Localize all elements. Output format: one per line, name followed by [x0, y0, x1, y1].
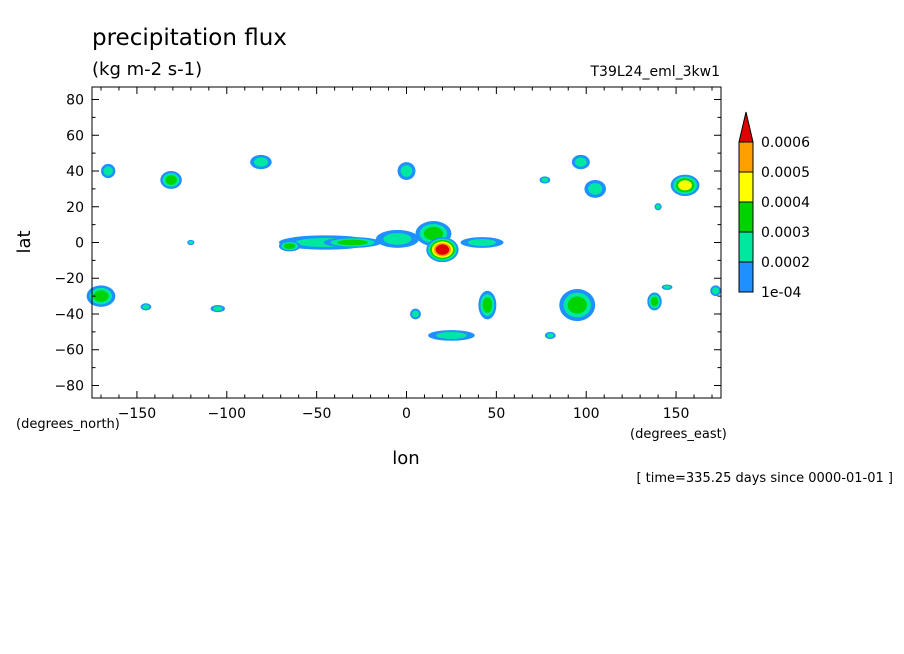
contour-level-2: [467, 239, 496, 246]
colorbar-segment: [738, 261, 754, 293]
precip-feature: [250, 154, 272, 170]
contour-level-3: [567, 296, 587, 314]
x-tick-label: 50: [487, 406, 505, 422]
contour-level-3: [650, 296, 659, 307]
precip-feature: [428, 330, 475, 341]
y-axis-units: (degrees_north): [16, 417, 120, 432]
colorbar-segment: [738, 171, 754, 203]
precip-feature: [544, 331, 556, 340]
colorbar-label: 0.0002: [761, 255, 810, 271]
precip-feature: [140, 303, 152, 311]
colorbar-label: 0.0006: [761, 135, 810, 151]
contour-level-6: [435, 244, 450, 255]
precip-feature: [410, 308, 421, 320]
precip-feature: [460, 237, 504, 248]
colorbar-segment: [738, 201, 754, 233]
precip-feature: [100, 163, 116, 179]
axis-ticks: −150 −100 −50 0 50 100 150 −80 −60 −40 −20 0 20 40 60 8…: [54, 87, 721, 422]
x-tick-label: 150: [663, 406, 690, 422]
x-tick-label: 0: [402, 406, 411, 422]
contour-level-2: [588, 183, 603, 195]
plot-area: −150 −100 −50 0 50 100 150 −80 −60 −40 −20 0 20 40 60 8…: [54, 86, 722, 422]
precip-feature: [210, 305, 225, 313]
y-tick-label: −40: [54, 307, 84, 323]
y-tick-label: 20: [66, 200, 84, 216]
colorbar-segment: [738, 141, 754, 173]
contour-level-2: [213, 306, 223, 311]
contour-level-4: [678, 180, 692, 191]
y-axis-label: lat: [14, 230, 35, 253]
contour-level-2: [411, 310, 419, 318]
precip-features: [86, 154, 721, 341]
y-tick-label: 40: [66, 164, 84, 180]
contour-level-2: [663, 285, 671, 289]
precip-feature: [559, 288, 596, 322]
colorbar-label: 1e-04: [761, 285, 801, 301]
contour-level-2: [383, 233, 412, 245]
contour-level-2: [541, 177, 549, 183]
contour-level-3: [337, 239, 368, 246]
contour-level-2: [188, 240, 194, 245]
precip-feature: [647, 292, 662, 311]
x-tick-label: −50: [302, 406, 332, 422]
x-axis-label: lon: [392, 448, 419, 469]
y-tick-label: −60: [54, 343, 84, 359]
colorbar-segment: [738, 231, 754, 263]
precip-feature: [160, 171, 182, 189]
precip-feature: [478, 290, 497, 320]
chart-title: precipitation flux: [92, 25, 287, 51]
y-tick-label: −20: [54, 271, 84, 287]
contour-level-3: [423, 226, 444, 241]
y-tick-label: 60: [66, 128, 84, 144]
y-tick-label: 0: [75, 236, 84, 252]
chart-units: (kg m-2 s-1): [92, 59, 202, 80]
contour-level-3: [165, 175, 177, 185]
contour-level-3: [93, 290, 109, 302]
colorbar-label: 0.0005: [761, 165, 810, 181]
time-footer: [ time=335.25 days since 0000-01-01 ]: [636, 471, 893, 486]
contour-level-3: [283, 243, 296, 249]
precip-feature: [670, 174, 700, 197]
precip-feature: [661, 284, 673, 290]
precip-feature: [397, 162, 416, 180]
contour-level-2: [400, 165, 413, 177]
contour-level-3: [482, 297, 493, 313]
x-tick-label: 100: [573, 406, 600, 422]
precip-feature: [278, 240, 301, 252]
x-tick-label: −150: [118, 406, 156, 422]
precip-feature: [539, 176, 551, 184]
colorbar-label: 0.0003: [761, 225, 810, 241]
colorbar-max-arrow: [738, 111, 754, 143]
precip-feature: [187, 239, 195, 246]
contour-level-2: [655, 204, 661, 210]
precip-feature: [654, 203, 662, 211]
y-tick-label: −80: [54, 378, 84, 394]
contour-level-2: [142, 304, 150, 310]
precip-feature: [86, 285, 116, 307]
precip-feature: [323, 237, 382, 248]
x-tick-label: −100: [208, 406, 246, 422]
y-tick-label: 80: [66, 93, 84, 109]
run-label: T39L24_eml_3kw1: [590, 64, 721, 80]
colorbar: 1e-04 0.0002 0.0003 0.0004 0.0005 0.0006: [738, 111, 810, 301]
precip-feature: [584, 179, 606, 198]
precip-feature: [375, 229, 420, 248]
contour-level-2: [253, 157, 268, 167]
precip-feature: [571, 154, 590, 170]
precip-feature: [426, 237, 459, 263]
contour-level-2: [574, 157, 587, 167]
contour-level-2: [436, 331, 467, 339]
precip-feature: [710, 285, 721, 297]
contour-level-2: [546, 333, 554, 338]
contour-level-2: [712, 287, 720, 295]
colorbar-label: 0.0004: [761, 195, 810, 211]
x-axis-units: (degrees_east): [630, 427, 727, 442]
contour-level-2: [103, 166, 113, 176]
